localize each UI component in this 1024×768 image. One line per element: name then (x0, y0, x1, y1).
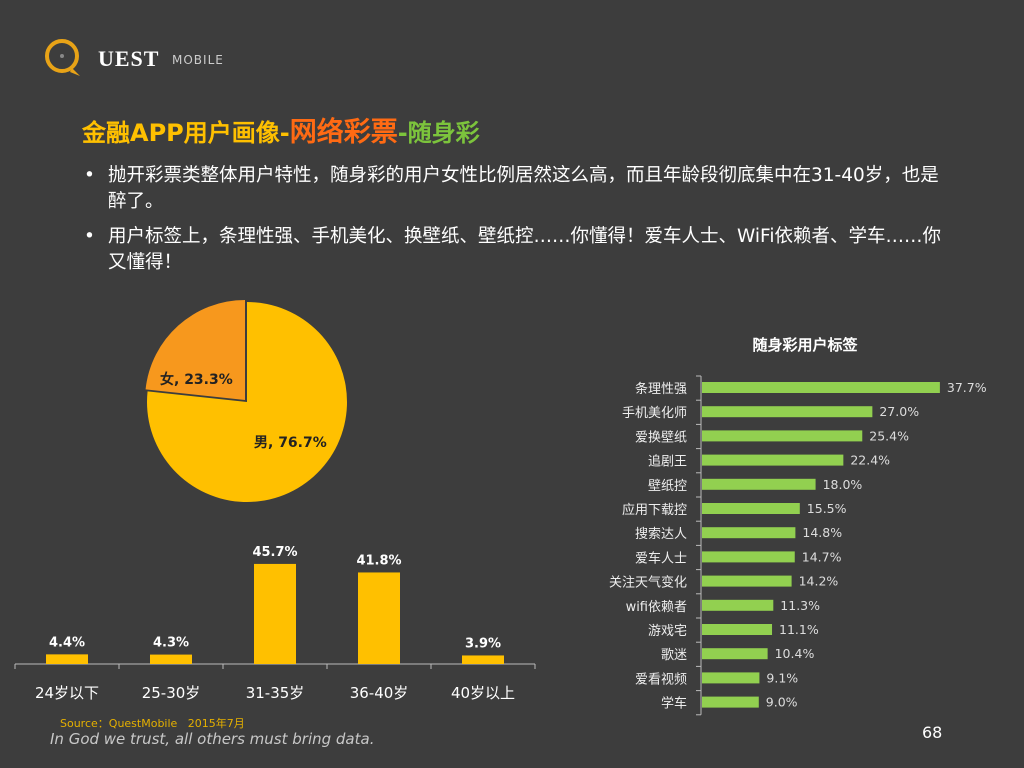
pie-slice-male (147, 302, 348, 502)
age-bar (150, 654, 192, 664)
tag-bar (702, 551, 795, 563)
age-category-label: 24岁以下 (35, 684, 99, 702)
age-category-label: 25-30岁 (142, 684, 201, 702)
age-bar (254, 563, 296, 664)
age-bar (462, 655, 504, 664)
tag-bar-label: 10.4% (775, 646, 815, 661)
tag-bar-label: 14.7% (802, 549, 842, 564)
tag-bar (702, 696, 759, 708)
tag-category-label: 爱换壁纸 (635, 430, 687, 445)
tag-bar (702, 599, 774, 611)
tag-bar-label: 25.4% (869, 428, 909, 443)
age-bar-label: 3.9% (465, 636, 501, 651)
source-note: Source：QuestMobile 2015年7月 (60, 717, 245, 730)
tag-category-label: 游戏宅 (648, 624, 687, 639)
tag-category-label: 关注天气变化 (609, 575, 687, 591)
tag-category-label: 条理性强 (635, 381, 687, 397)
age-bar (46, 654, 88, 664)
tag-bar-label: 27.0% (879, 404, 919, 419)
tag-category-label: 搜索达人 (635, 527, 687, 542)
tag-category-label: 应用下载控 (622, 502, 687, 518)
age-bar-label: 4.4% (49, 635, 85, 650)
tag-bar (702, 503, 800, 514)
age-category-label: 36-40岁 (350, 684, 409, 702)
tag-category-label: 追剧王 (648, 454, 687, 470)
tag-bar (702, 575, 792, 587)
tag-bar-label: 22.4% (850, 453, 890, 468)
age-bar-label: 4.3% (153, 636, 189, 651)
pie-label-male: 男, 76.7% (254, 435, 327, 451)
page-title: 金融APP用户画像-网络彩票-随身彩 (82, 110, 480, 149)
page-number: 68 (922, 723, 943, 742)
tag-category-label: 手机美化师 (622, 406, 687, 421)
age-bar-label: 45.7% (252, 545, 297, 560)
tag-category-label: 歌迷 (661, 648, 687, 663)
tag-bar-label: 11.3% (780, 598, 820, 613)
pie-slice-female (145, 300, 245, 400)
tag-bar (702, 478, 816, 490)
title-part1: 金融APP用户画像- (82, 119, 290, 147)
age-category-label: 40岁以上 (451, 684, 515, 702)
tag-category-label: 学车 (661, 696, 687, 712)
tag-bar-label: 15.5% (807, 501, 847, 516)
bullet-list: 抛开彩票类整体用户特性，随身彩的用户女性比例居然这么高，而且年龄段彻底集中在31… (84, 163, 954, 285)
age-bar (358, 572, 400, 664)
logo-sub: MOBILE (172, 53, 224, 67)
title-part2: 网络彩票 (289, 117, 398, 148)
tag-chart-title: 随身彩用户标签 (752, 336, 858, 354)
tag-bar (702, 527, 796, 539)
tag-category-label: 爱车人士 (635, 550, 687, 566)
logo-brand: UEST (98, 46, 160, 71)
tag-bar (702, 430, 863, 442)
tag-bar-label: 18.0% (823, 477, 863, 492)
age-bar-label: 41.8% (356, 553, 401, 568)
tag-bar (702, 382, 940, 393)
tag-bar (702, 454, 844, 466)
tag-bar-label: 9.1% (766, 670, 798, 685)
tag-bar-label: 14.8% (802, 525, 842, 540)
tag-bar-label: 11.1% (779, 622, 819, 637)
tagline: In God we trust, all others must bring d… (50, 730, 375, 748)
tag-bar-label: 37.7% (947, 380, 987, 395)
quest-mobile-logo-icon (45, 39, 80, 76)
bullet-item: 用户标签上，条理性强、手机美化、换壁纸、壁纸控……你懂得！爱车人士、WiFi依赖… (84, 224, 954, 276)
tag-bar (702, 406, 873, 418)
tag-category-label: wifi依赖者 (626, 600, 687, 615)
tag-bar (702, 672, 760, 684)
bullet-item: 抛开彩票类整体用户特性，随身彩的用户女性比例居然这么高，而且年龄段彻底集中在31… (84, 163, 954, 215)
tag-bar (702, 648, 768, 660)
tag-category-label: 壁纸控 (648, 479, 687, 494)
title-part3: -随身彩 (397, 119, 480, 147)
tag-category-label: 爱看视频 (635, 671, 687, 687)
pie-label-female: 女, 23.3% (160, 371, 233, 388)
tag-bar (702, 624, 773, 635)
tag-bar-label: 9.0% (766, 695, 798, 710)
tag-bar-label: 14.2% (799, 574, 839, 589)
age-category-label: 31-35岁 (246, 684, 305, 702)
